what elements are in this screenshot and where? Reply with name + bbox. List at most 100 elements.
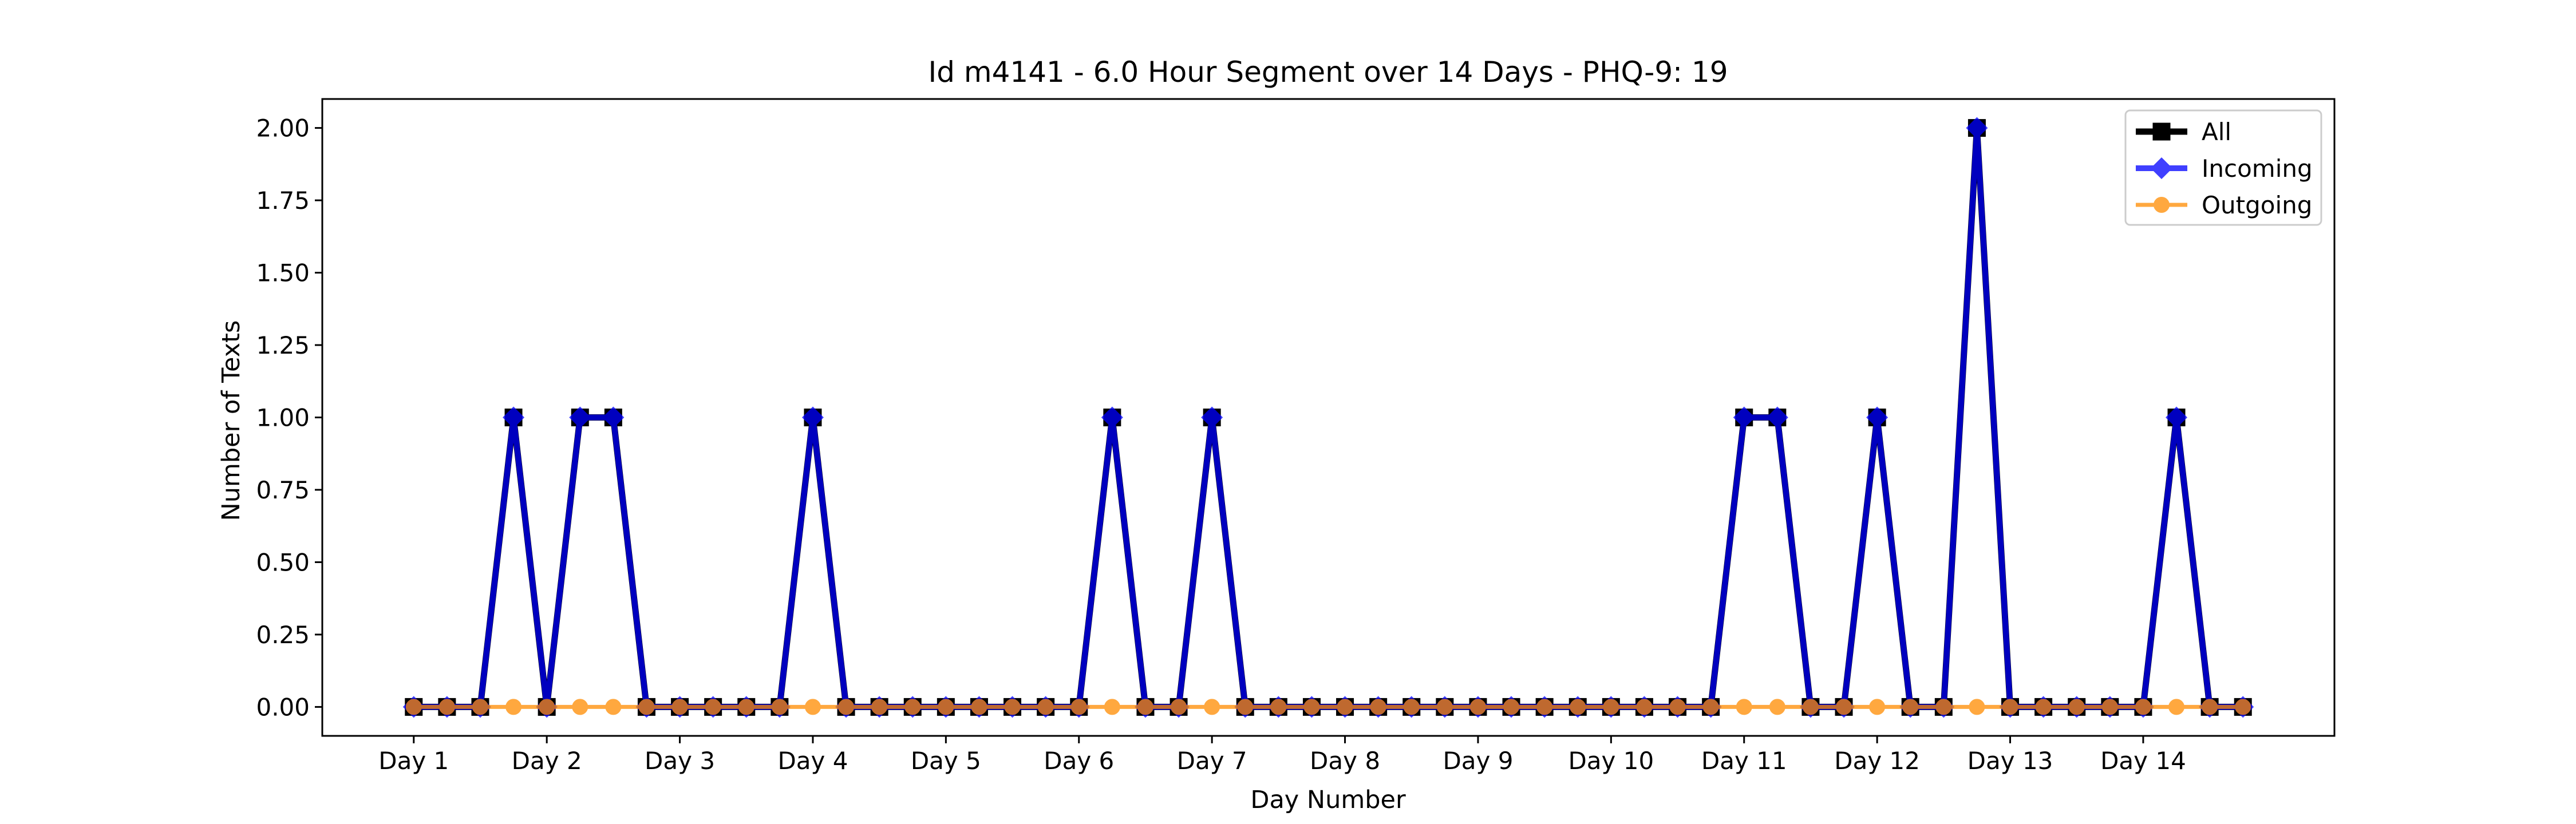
data-point-outgoing xyxy=(938,699,954,715)
legend: All Incoming Outgoing xyxy=(2124,109,2322,226)
y-tick-label: 1.00 xyxy=(256,404,310,432)
data-point-outgoing xyxy=(871,699,888,715)
data-point-outgoing xyxy=(438,699,455,715)
series-outgoing xyxy=(405,699,2251,715)
data-point-outgoing xyxy=(771,699,788,715)
legend-label-incoming: Incoming xyxy=(2202,154,2313,183)
legend-label-all: All xyxy=(2202,118,2231,146)
data-point-outgoing xyxy=(1669,699,1686,715)
x-tick-label: Day 9 xyxy=(1443,747,1513,775)
series-line-all xyxy=(413,128,2243,710)
data-point-outgoing xyxy=(1403,699,1420,715)
y-tick-label: 1.25 xyxy=(256,331,310,359)
y-tick-label: 0.50 xyxy=(256,548,310,576)
data-point-outgoing xyxy=(1370,699,1386,715)
data-point-outgoing xyxy=(2068,699,2085,715)
x-tick-label: Day 5 xyxy=(911,747,981,775)
x-tick-label: Day 12 xyxy=(1834,747,1920,775)
data-point-outgoing xyxy=(1869,699,1886,715)
legend-swatch-all xyxy=(2136,122,2187,141)
data-point-outgoing xyxy=(1171,699,1187,715)
y-tick-label: 0.00 xyxy=(256,693,310,721)
y-tick-label: 0.75 xyxy=(256,476,310,504)
data-point-incoming xyxy=(1101,406,1123,429)
data-point-incoming xyxy=(2166,406,2188,429)
legend-box xyxy=(2124,109,2322,226)
data-point-outgoing xyxy=(1636,699,1653,715)
data-point-incoming xyxy=(1201,406,1223,429)
legend-marker-all xyxy=(2152,122,2171,141)
data-point-outgoing xyxy=(505,699,522,715)
data-point-outgoing xyxy=(971,699,987,715)
data-point-outgoing xyxy=(1337,699,1353,715)
data-point-incoming xyxy=(503,406,525,429)
data-point-outgoing xyxy=(1736,699,1752,715)
x-tick-label: Day 4 xyxy=(777,747,848,775)
x-tick-label: Day 6 xyxy=(1044,747,1114,775)
data-point-outgoing xyxy=(904,699,921,715)
x-tick-label: Day 11 xyxy=(1701,747,1787,775)
x-tick-label: Day 13 xyxy=(1967,747,2053,775)
data-point-outgoing xyxy=(605,699,622,715)
legend-marker-incoming xyxy=(2150,157,2173,180)
data-point-incoming xyxy=(1866,406,1888,429)
data-point-outgoing xyxy=(2235,699,2251,715)
data-point-outgoing xyxy=(1237,699,1254,715)
x-tick-label: Day 10 xyxy=(1568,747,1654,775)
data-point-outgoing xyxy=(1969,699,1985,715)
data-point-outgoing xyxy=(1702,699,1719,715)
data-point-outgoing xyxy=(838,699,855,715)
x-tick-label: Day 1 xyxy=(378,747,449,775)
data-point-outgoing xyxy=(2202,699,2218,715)
legend-swatch-incoming xyxy=(2136,157,2187,180)
data-point-incoming xyxy=(569,406,591,429)
data-point-incoming xyxy=(602,406,625,429)
data-point-outgoing xyxy=(2135,699,2151,715)
x-tick-label: Day 14 xyxy=(2100,747,2186,775)
data-point-outgoing xyxy=(1836,699,1852,715)
data-point-outgoing xyxy=(671,699,688,715)
chart-title: Id m4141 - 6.0 Hour Segment over 14 Days… xyxy=(928,56,1728,89)
legend-label-outgoing: Outgoing xyxy=(2202,191,2312,219)
data-point-outgoing xyxy=(572,699,588,715)
data-point-outgoing xyxy=(738,699,754,715)
data-point-outgoing xyxy=(2168,699,2185,715)
y-tick-label: 2.00 xyxy=(256,114,310,142)
data-point-outgoing xyxy=(1935,699,1952,715)
x-tick-label: Day 7 xyxy=(1177,747,1247,775)
data-point-outgoing xyxy=(1802,699,1819,715)
data-point-outgoing xyxy=(2035,699,2052,715)
data-point-outgoing xyxy=(705,699,721,715)
plot-area xyxy=(402,117,2254,718)
y-axis-label: Number of Texts xyxy=(217,320,246,521)
data-point-outgoing xyxy=(1570,699,1586,715)
y-tick-label: 0.25 xyxy=(256,621,310,649)
y-tick-label: 1.50 xyxy=(256,259,310,287)
data-point-outgoing xyxy=(1204,699,1220,715)
data-point-outgoing xyxy=(1503,699,1520,715)
data-point-outgoing xyxy=(1469,699,1486,715)
data-point-outgoing xyxy=(804,699,821,715)
data-point-outgoing xyxy=(539,699,555,715)
data-point-outgoing xyxy=(1536,699,1553,715)
y-tick-label: 1.75 xyxy=(256,187,310,215)
data-point-outgoing xyxy=(1769,699,1785,715)
x-axis-label: Day Number xyxy=(1250,786,1406,814)
x-tick-label: Day 2 xyxy=(512,747,582,775)
data-point-outgoing xyxy=(1603,699,1619,715)
data-point-outgoing xyxy=(405,699,422,715)
legend-swatch-outgoing xyxy=(2136,197,2187,213)
data-point-outgoing xyxy=(2101,699,2118,715)
data-point-outgoing xyxy=(1037,699,1054,715)
data-point-incoming xyxy=(1733,406,1755,429)
data-point-outgoing xyxy=(1303,699,1320,715)
data-point-outgoing xyxy=(1436,699,1453,715)
data-point-outgoing xyxy=(1137,699,1153,715)
data-point-incoming xyxy=(801,406,824,429)
data-point-outgoing xyxy=(1902,699,1919,715)
data-point-outgoing xyxy=(1004,699,1021,715)
data-point-incoming xyxy=(1766,406,1788,429)
data-point-incoming xyxy=(1966,117,1988,139)
data-point-outgoing xyxy=(2002,699,2018,715)
